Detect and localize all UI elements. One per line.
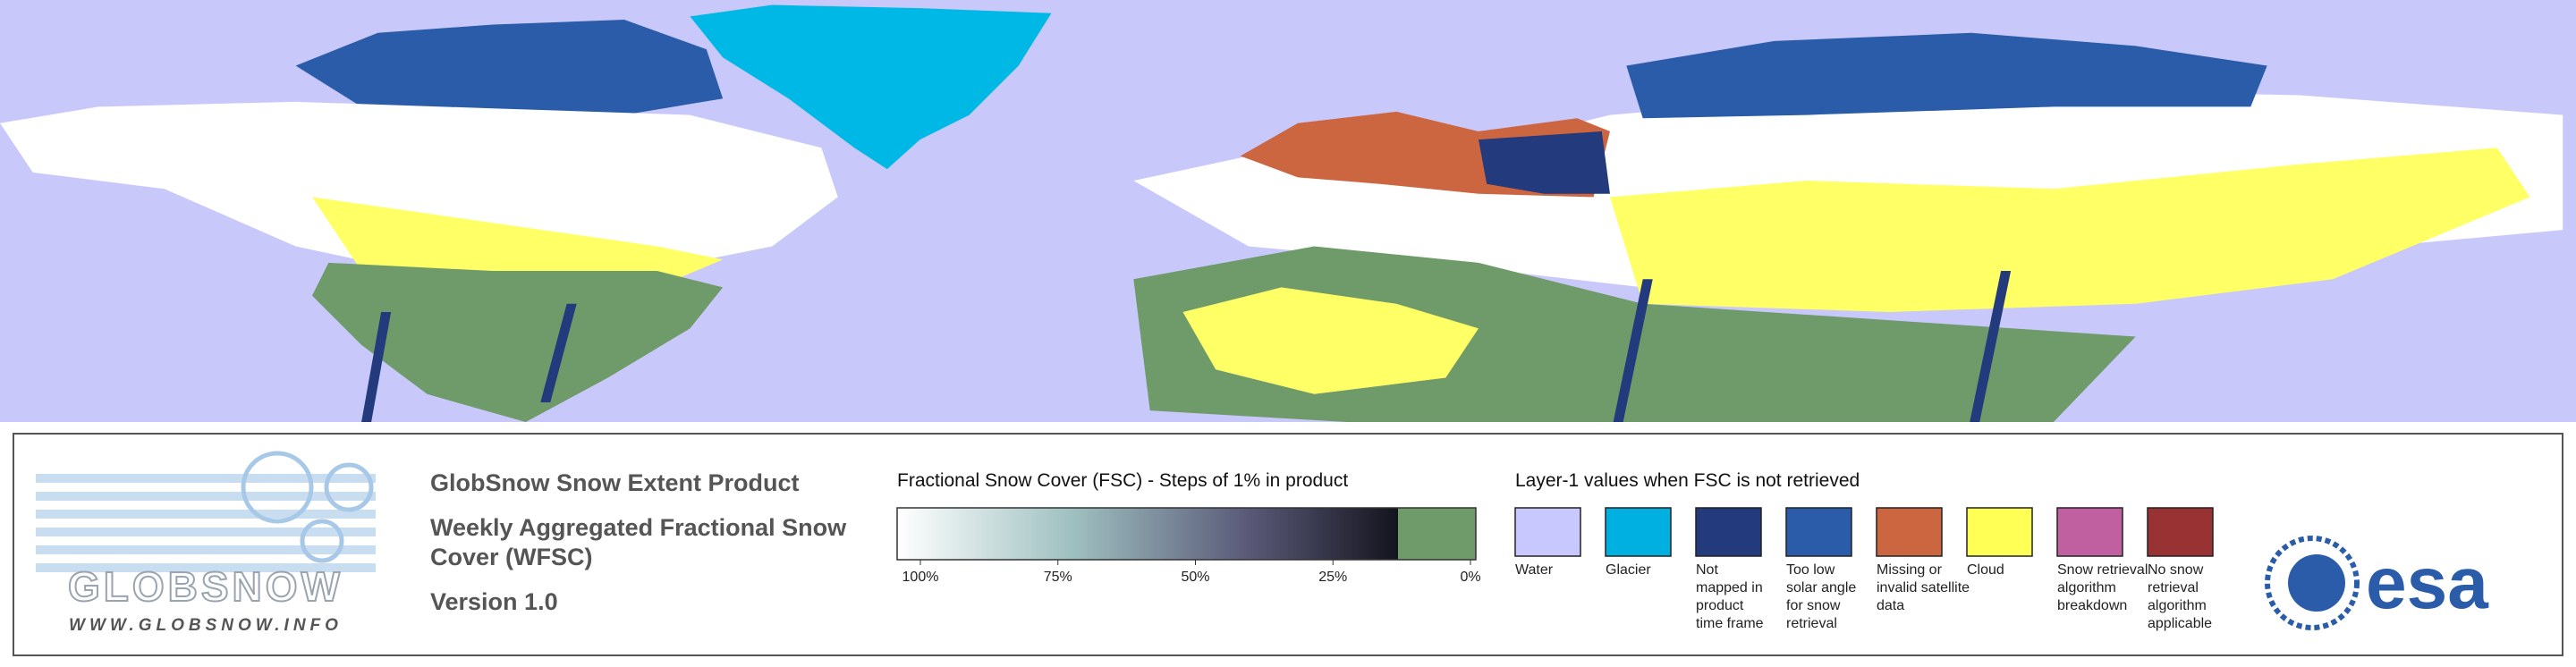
class-swatch — [1785, 507, 1852, 557]
esa-wordmark: esa — [2366, 543, 2489, 624]
class-label: for snow — [1786, 598, 1841, 613]
esa-logo: esa — [2265, 536, 2489, 630]
class-label: retrieval — [1786, 616, 1837, 631]
globsnow-logo: GLOBSNOW WWW.GLOBSNOW.INFO — [36, 451, 376, 635]
product-subtitle: Weekly Aggregated Fractional Snow — [430, 514, 847, 541]
class-label: Cloud — [1967, 562, 2004, 578]
class-label: Too low — [1786, 562, 1835, 578]
fsc-frame — [896, 507, 1477, 561]
class-label: invalid satellite — [1877, 580, 1970, 595]
layer1-title: Layer-1 values when FSC is not retrieved — [1515, 470, 1860, 491]
snow-map — [0, 0, 2576, 423]
class-label: applicable — [2148, 616, 2212, 631]
logo-name: GLOBSNOW — [68, 563, 343, 610]
class-label: algorithm — [2148, 598, 2207, 613]
class-label: mapped in — [1696, 580, 1763, 595]
fsc-tick-label: 0% — [1460, 570, 1480, 585]
product-version: Version 1.0 — [430, 588, 558, 615]
class-label: data — [1877, 598, 1904, 613]
class-label: Glacier — [1606, 562, 1651, 578]
class-label: product — [1696, 598, 1744, 613]
class-label: No snow — [2148, 562, 2204, 578]
product-subtitle: Cover (WFSC) — [430, 544, 593, 570]
class-label: Missing or — [1877, 562, 1943, 578]
product-title: GlobSnow Snow Extent Product — [430, 469, 800, 496]
class-label: Not — [1696, 562, 1718, 578]
fsc-title: Fractional Snow Cover (FSC) - Steps of 1… — [897, 470, 1348, 491]
fsc-tick-label: 100% — [902, 570, 939, 585]
fsc-tick-label: 25% — [1318, 570, 1347, 585]
class-label: retrieval — [2148, 580, 2199, 595]
logo-url: WWW.GLOBSNOW.INFO — [69, 616, 343, 635]
class-label: time frame — [1696, 616, 1764, 631]
class-swatch — [2147, 507, 2214, 557]
class-swatch — [2056, 507, 2123, 557]
fsc-gradient — [897, 508, 1398, 560]
class-label: Water — [1515, 562, 1554, 578]
fsc-tick-label: 50% — [1181, 570, 1209, 585]
class-label: breakdown — [2057, 598, 2127, 613]
class-label: algorithm — [2057, 580, 2116, 595]
fsc-tick-label: 75% — [1044, 570, 1072, 585]
class-label: solar angle — [1786, 580, 1856, 595]
class-swatch — [1876, 507, 1943, 557]
fsc-no-snow — [1398, 508, 1476, 560]
class-swatch — [1966, 507, 2033, 557]
class-swatch — [1695, 507, 1762, 557]
class-label: Snow retrieval — [2057, 562, 2148, 578]
class-swatch — [1514, 507, 1581, 557]
class-swatch — [1605, 507, 1672, 557]
